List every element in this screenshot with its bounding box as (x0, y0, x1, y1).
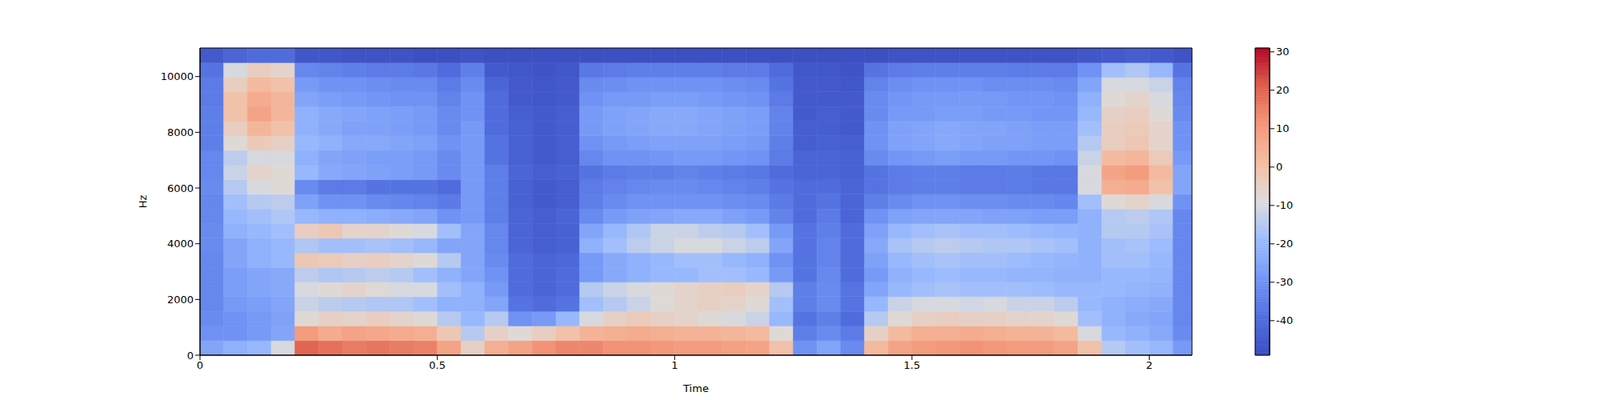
svg-text:1.5: 1.5 (904, 359, 921, 372)
svg-text:8000: 8000 (167, 126, 194, 139)
svg-text:10000: 10000 (160, 70, 194, 83)
svg-text:20: 20 (1276, 84, 1290, 96)
svg-text:0: 0 (196, 359, 204, 372)
svg-text:0: 0 (1276, 160, 1283, 173)
svg-text:1: 1 (671, 359, 678, 372)
svg-text:-20: -20 (1276, 237, 1293, 250)
svg-text:6000: 6000 (167, 182, 194, 195)
svg-text:-10: -10 (1276, 199, 1293, 212)
svg-text:-40: -40 (1276, 314, 1293, 327)
svg-text:10: 10 (1276, 122, 1290, 135)
svg-text:-30: -30 (1276, 276, 1293, 288)
svg-text:30: 30 (1276, 45, 1290, 58)
svg-text:2: 2 (1145, 359, 1152, 372)
svg-text:0: 0 (187, 349, 194, 362)
svg-text:Time: Time (682, 382, 709, 395)
svg-text:Hz: Hz (136, 195, 149, 209)
svg-text:2000: 2000 (167, 293, 194, 306)
svg-text:0.5: 0.5 (428, 359, 446, 372)
svg-text:4000: 4000 (167, 237, 194, 250)
